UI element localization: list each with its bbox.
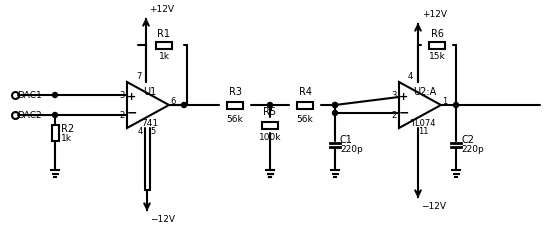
Text: −: − [127, 107, 137, 120]
Text: 741: 741 [141, 119, 159, 128]
Circle shape [333, 102, 338, 108]
Text: C2: C2 [461, 135, 474, 145]
Text: 3: 3 [120, 90, 125, 100]
Text: +12V: +12V [422, 10, 447, 19]
Circle shape [453, 102, 458, 108]
Circle shape [267, 102, 272, 108]
Text: DAC2: DAC2 [17, 110, 42, 120]
Text: 220p: 220p [340, 144, 363, 154]
Text: R4: R4 [299, 87, 311, 97]
Circle shape [52, 92, 57, 97]
Text: U1: U1 [143, 87, 157, 97]
Circle shape [52, 113, 57, 118]
Bar [262, 121, 278, 128]
Text: R5: R5 [263, 107, 277, 117]
Circle shape [333, 102, 338, 108]
Circle shape [182, 102, 187, 108]
Text: +12V: +12V [149, 5, 174, 14]
Text: 4: 4 [408, 72, 413, 81]
Text: 11: 11 [418, 127, 428, 136]
Text: −: − [399, 107, 409, 120]
Text: +: + [128, 92, 136, 102]
Text: −12V: −12V [421, 202, 446, 211]
Text: 4: 4 [138, 127, 143, 136]
Text: 15k: 15k [429, 52, 446, 61]
Text: 2: 2 [392, 110, 397, 120]
Text: 220p: 220p [461, 144, 483, 154]
Text: 2: 2 [120, 110, 125, 120]
Text: U2:A: U2:A [413, 87, 437, 97]
Text: −12V: −12V [150, 215, 175, 224]
Text: R1: R1 [158, 29, 170, 39]
Text: 1k: 1k [159, 52, 169, 61]
Text: 5: 5 [150, 127, 155, 136]
Text: 1: 1 [442, 97, 447, 107]
Text: 3: 3 [392, 90, 397, 100]
Text: 7: 7 [136, 72, 141, 81]
Text: 56k: 56k [227, 115, 243, 124]
Bar [51, 125, 58, 140]
Text: 6: 6 [170, 97, 175, 107]
Bar [156, 42, 172, 48]
Text: R3: R3 [228, 87, 242, 97]
Text: C1: C1 [340, 135, 353, 145]
Text: 1k: 1k [61, 134, 72, 143]
Text: +: + [399, 92, 409, 102]
Text: DAC1: DAC1 [17, 90, 42, 100]
Text: 100k: 100k [259, 133, 281, 142]
Text: R6: R6 [431, 29, 443, 39]
Circle shape [333, 110, 338, 115]
Text: TL074: TL074 [411, 119, 436, 128]
Bar [297, 102, 313, 108]
Bar [227, 102, 243, 108]
Text: 56k: 56k [297, 115, 314, 124]
Text: R2: R2 [61, 124, 74, 133]
Bar [429, 42, 445, 48]
